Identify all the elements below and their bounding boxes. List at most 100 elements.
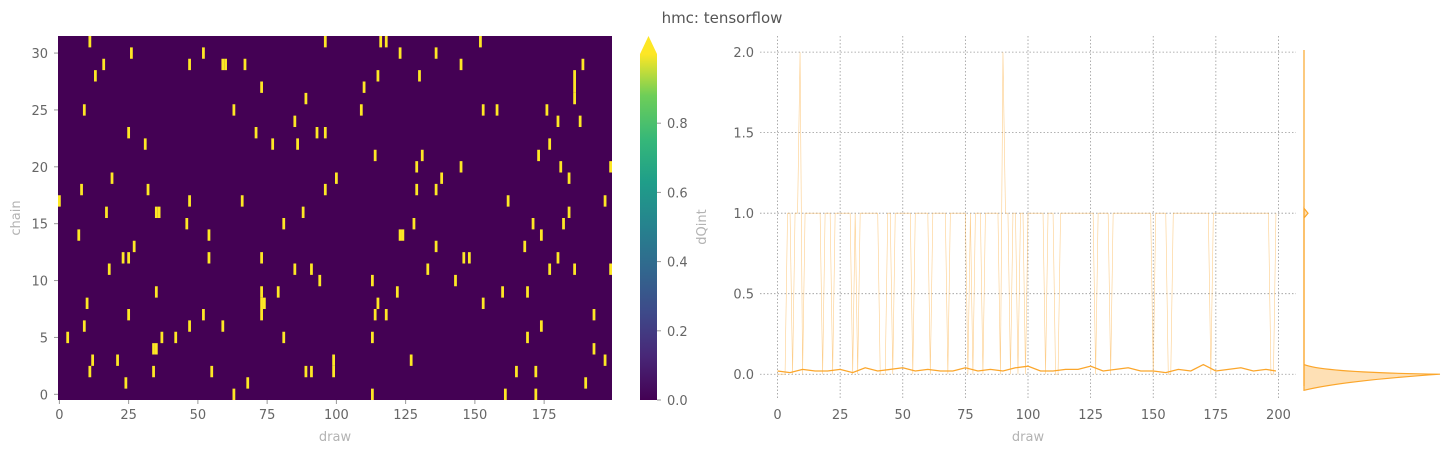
heatmap-cell — [503, 388, 507, 401]
colorbar-tick-label: 0.0 — [667, 394, 688, 409]
heatmap-cell — [401, 229, 405, 241]
heatmap-cell — [58, 195, 61, 207]
heatmap-cell — [323, 36, 327, 48]
trace-y-tick-label: 2.0 — [733, 46, 754, 61]
heatmap-y-tick-label: 30 — [31, 47, 48, 62]
heatmap-x-tick-label: 175 — [532, 408, 557, 423]
heatmap-cell — [548, 138, 552, 150]
heatmap-x-tick-label: 0 — [55, 408, 63, 423]
heatmap-cell — [154, 206, 158, 219]
heatmap-cell — [479, 36, 482, 48]
heatmap-y-tick-label: 15 — [31, 218, 48, 233]
heatmap-x-ticks: 0 25 50 75 100 125 150 175 — [55, 400, 557, 423]
heatmap-cell — [332, 365, 335, 378]
trace-panel: 0 25 50 75 100 125 150 175 200 0.0 0.5 1.0 1.5 2.0 d… — [733, 36, 1296, 445]
heatmap-cell — [371, 331, 374, 344]
heatmap-cell — [481, 104, 485, 116]
colorbar-tick-label: 0.6 — [667, 186, 688, 201]
heatmap-cell — [293, 263, 297, 275]
heatmap-cell — [94, 70, 97, 82]
heatmap-cell — [130, 47, 133, 59]
heatmap-cell — [539, 229, 543, 241]
heatmap-cell — [434, 183, 438, 196]
heatmap-cell — [323, 127, 327, 139]
colorbar: 0.0 0.2 0.4 0.6 0.8 dQint — [640, 36, 710, 409]
heatmap-cell — [152, 365, 155, 378]
heatmap-cell — [174, 331, 178, 344]
heatmap-cell — [301, 206, 305, 219]
colorbar-tick-label: 0.2 — [667, 325, 688, 340]
heatmap-cell — [143, 138, 147, 150]
heatmap-cell — [188, 195, 191, 207]
heatmap-cell — [121, 252, 125, 264]
heatmap-cell — [296, 138, 299, 150]
trace-x-ticks: 0 25 50 75 100 125 150 175 200 — [773, 408, 1290, 423]
heatmap-cell — [243, 58, 247, 71]
heatmap-cell — [362, 81, 366, 93]
heatmap-cell — [221, 58, 225, 71]
heatmap-cell — [440, 172, 444, 184]
heatmap-cell — [315, 127, 319, 139]
heatmap-cell — [371, 388, 374, 401]
heatmap-cell — [531, 218, 535, 230]
heatmap-cell — [88, 365, 92, 378]
heatmap-cell — [539, 320, 543, 332]
trace-x-tick-label: 200 — [1266, 408, 1291, 423]
heatmap-cell — [260, 81, 263, 93]
heatmap-cell — [188, 58, 191, 71]
heatmap-cell — [376, 297, 380, 310]
heatmap-cell — [454, 274, 457, 287]
heatmap-cell — [573, 70, 576, 82]
heatmap-cell — [221, 320, 225, 332]
heatmap-cell — [526, 286, 529, 298]
heatmap-cell — [210, 365, 214, 378]
heatmap-cell — [398, 47, 402, 59]
heatmap-cell — [395, 286, 399, 298]
heatmap-x-tick-label: 125 — [393, 408, 418, 423]
heatmap-cell — [562, 218, 565, 230]
heatmap-y-ticks: 0 5 10 15 20 25 30 — [31, 47, 58, 403]
heatmap-cell — [260, 297, 263, 310]
colorbar-gradient — [640, 54, 657, 400]
heatmap-cell — [282, 331, 286, 344]
heatmap-cell — [276, 286, 280, 298]
heatmap-cell — [282, 218, 286, 230]
heatmap-cell — [523, 240, 527, 253]
heatmap-cell — [293, 115, 297, 128]
heatmap-cell — [146, 183, 150, 196]
heatmap-cell — [304, 92, 308, 105]
heatmap-cell — [107, 263, 111, 275]
heatmap-cell — [318, 274, 322, 287]
heatmap-cell — [359, 104, 363, 116]
heatmap-cell — [495, 104, 499, 116]
colorbar-extend-arrow — [640, 36, 657, 54]
heatmap-cell — [82, 104, 86, 116]
heatmap-cell — [573, 92, 576, 105]
trace-series-mean — [777, 363, 1277, 374]
heatmap-cell — [459, 58, 463, 71]
heatmap-cell — [534, 365, 538, 378]
heatmap-cell — [526, 331, 529, 344]
heatmap-cell — [80, 183, 83, 196]
heatmap-cell — [506, 195, 510, 207]
trace-x-label: draw — [1012, 430, 1045, 445]
heatmap-cell — [271, 138, 275, 150]
heatmap-cell — [202, 309, 205, 321]
heatmap-cell — [412, 218, 416, 230]
heatmap-cell — [224, 58, 227, 71]
heatmap-y-tick-label: 0 — [40, 388, 48, 403]
heatmap-cell — [415, 183, 419, 196]
heatmap-x-tick-label: 150 — [462, 408, 487, 423]
heatmap-cell — [501, 286, 504, 298]
heatmap-cell — [77, 229, 81, 241]
heatmap-cell — [82, 320, 86, 332]
colorbar-tick-label: 0.4 — [667, 256, 688, 271]
heatmap-cell — [105, 206, 108, 219]
heatmap-cell — [603, 195, 607, 207]
heatmap-cell — [515, 365, 518, 378]
heatmap-cell — [592, 343, 596, 355]
heatmap-cell — [573, 263, 576, 275]
trace-x-tick-label: 75 — [957, 408, 974, 423]
trace-series-raw — [777, 52, 1277, 375]
